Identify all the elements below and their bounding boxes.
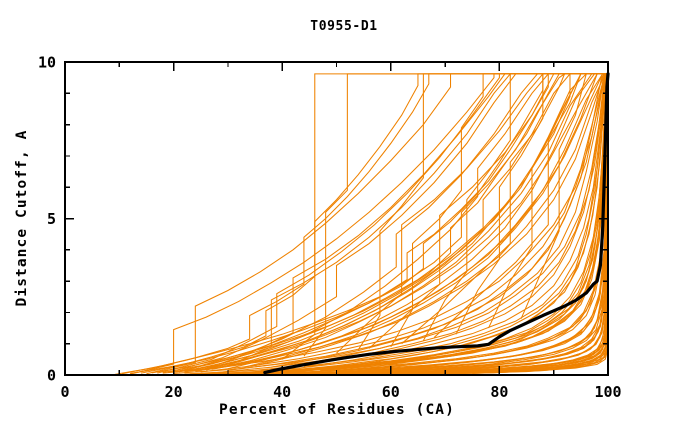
series-prediction-084 — [168, 73, 608, 374]
series-prediction-096 — [206, 73, 608, 370]
x-tick-label: 0 — [60, 383, 69, 401]
y-tick-label: 5 — [47, 210, 56, 228]
series-prediction-008 — [184, 73, 608, 372]
y-tick-label: 10 — [38, 54, 56, 72]
y-tick-label: 0 — [47, 367, 56, 385]
series-prediction-015 — [211, 73, 608, 370]
series-prediction-020 — [200, 73, 608, 373]
series-prediction-010 — [200, 73, 608, 371]
x-tick-label: 60 — [382, 383, 400, 401]
x-tick-labels: 0 20 40 60 80 100 — [60, 383, 621, 401]
series-prediction-089 — [357, 73, 608, 351]
series-prediction-029 — [238, 73, 608, 374]
series-prediction-057 — [390, 73, 609, 373]
page-title: T0955-D1 — [310, 19, 377, 34]
series-prediction-012 — [173, 73, 608, 373]
series-prediction-097 — [336, 73, 608, 354]
series-prediction-081 — [130, 73, 608, 375]
y-tick-labels: 0 5 10 — [38, 54, 56, 385]
series-reference-model — [263, 72, 610, 375]
series-prediction-085 — [178, 73, 608, 373]
x-tick-label: 80 — [490, 383, 508, 401]
series-prediction-099 — [401, 73, 608, 345]
series-prediction-031 — [325, 73, 608, 369]
series-prediction-093 — [488, 73, 608, 329]
series-prediction-024 — [173, 73, 608, 374]
series-prediction-100 — [433, 73, 608, 338]
x-tick-label: 20 — [165, 383, 183, 401]
series-prediction-090 — [390, 73, 608, 348]
axes-frame — [64, 61, 609, 376]
series-prediction-083 — [157, 73, 608, 374]
series-prediction-017 — [184, 73, 608, 373]
series-prediction-098 — [368, 73, 608, 349]
series-prediction-086 — [189, 73, 608, 372]
series-prediction-002 — [121, 73, 608, 375]
y-axis-title: Distance Cutoff, A — [14, 130, 30, 307]
series-prediction-018 — [254, 73, 608, 367]
series-prediction-088 — [303, 73, 608, 357]
series-prediction-021 — [227, 73, 608, 371]
series-prediction-091 — [422, 73, 608, 341]
series-prediction-095 — [227, 73, 608, 367]
x-tick-label: 100 — [594, 383, 621, 401]
series-prediction-062 — [412, 73, 609, 373]
series-prediction-037 — [309, 73, 608, 371]
x-tick-label: 40 — [273, 383, 291, 401]
x-axis-title: Percent of Residues (CA) — [219, 402, 455, 418]
